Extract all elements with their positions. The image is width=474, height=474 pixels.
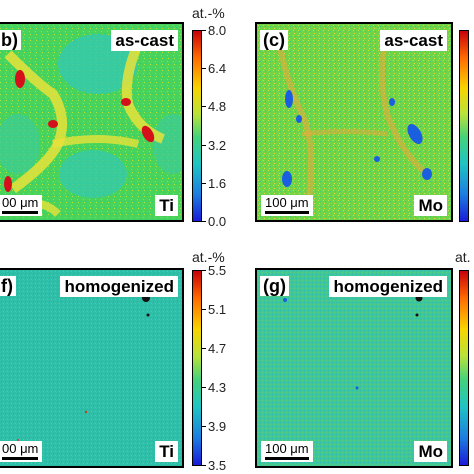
- ti-as-cast-map: [0, 24, 182, 220]
- colorbar-tick-label: 4.3: [208, 380, 227, 395]
- colorbar-tick: [202, 68, 206, 70]
- colorbar-tick: [202, 106, 206, 108]
- colorbar-tick: [202, 221, 206, 222]
- colorbar-tick: [202, 348, 206, 349]
- panel-label-b: b): [0, 30, 21, 50]
- panel-state-label: homogenized: [60, 276, 178, 297]
- map-panel-mo-as-cast: (c) as-cast Mo 100 μm: [255, 22, 453, 222]
- scale-bar: 100 μm: [261, 195, 313, 216]
- colorbar-tick-label: 3.5: [208, 458, 227, 473]
- colorbar-tick: [202, 465, 206, 466]
- colorbar-mo-as-cast: [459, 30, 469, 222]
- colorbar-tick-label: 5.1: [208, 302, 227, 317]
- colorbar-tick: [202, 182, 206, 184]
- map-panel-ti-as-cast: b) as-cast Ti 00 μm: [0, 22, 184, 222]
- colorbar-tick-label: 5.5: [208, 263, 227, 278]
- colorbar-tick: [202, 144, 206, 146]
- colorbar-tick-label: 4.8: [208, 99, 227, 115]
- panel-state-label: as-cast: [380, 30, 447, 51]
- element-label-mo: Mo: [414, 441, 447, 462]
- element-label-mo: Mo: [414, 195, 447, 216]
- colorbar-tick-label: 4.7: [208, 341, 227, 356]
- colorbar-unit: at.-%: [192, 249, 225, 265]
- scale-bar: 00 μm: [0, 441, 43, 462]
- panel-label-f: f): [0, 276, 16, 296]
- colorbar-tick-label: 6.4: [208, 61, 227, 77]
- mo-as-cast-map: [257, 24, 451, 220]
- element-label-ti: Ti: [155, 441, 178, 462]
- element-label-ti: Ti: [155, 195, 178, 216]
- colorbar-tick: [202, 426, 206, 427]
- colorbar-unit: at.-%: [192, 5, 225, 21]
- colorbar-tick: [202, 309, 206, 310]
- colorbar-mo-homogenized: [459, 270, 469, 466]
- map-panel-ti-homogenized: f) homogenized Ti 00 μm: [0, 268, 184, 468]
- colorbar-ti-as-cast: [192, 30, 202, 222]
- colorbar-tick-label: 8.0: [208, 23, 227, 38]
- colorbar-tick: [202, 387, 206, 388]
- panel-label-g: (g): [260, 276, 289, 296]
- scale-bar: 100 μm: [261, 441, 313, 462]
- mo-homogenized-map: [257, 270, 451, 466]
- colorbar-tick-label: 0.0: [208, 214, 227, 229]
- colorbar-tick: [202, 30, 206, 31]
- colorbar-tick-label: 3.9: [208, 419, 227, 434]
- colorbar-ti-homogenized: [192, 270, 202, 466]
- scale-bar: 00 μm: [0, 195, 43, 216]
- map-panel-mo-homogenized: (g) homogenized Mo 100 μm: [255, 268, 453, 468]
- colorbar-tick-label: 3.2: [208, 137, 227, 153]
- colorbar-tick: [202, 270, 206, 271]
- panel-state-label: homogenized: [329, 276, 447, 297]
- colorbar-tick-label: 1.6: [208, 175, 227, 191]
- panel-label-c: (c): [260, 30, 288, 50]
- colorbar-unit-partial: at.: [455, 249, 471, 265]
- ti-homogenized-map: [0, 270, 182, 466]
- panel-state-label: as-cast: [111, 30, 178, 51]
